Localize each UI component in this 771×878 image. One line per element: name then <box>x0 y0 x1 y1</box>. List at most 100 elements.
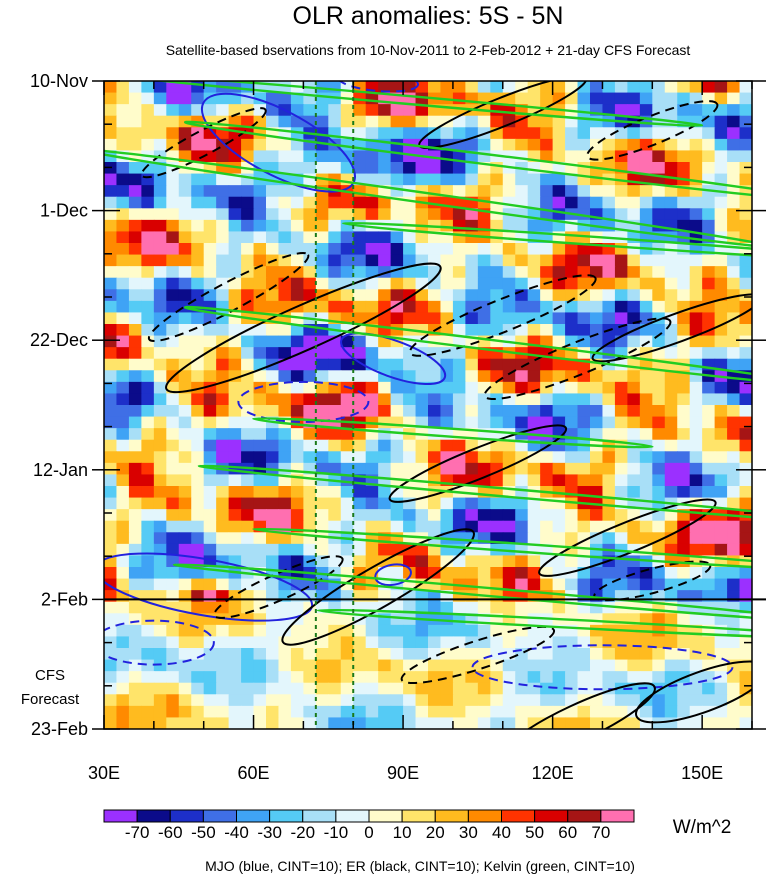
field-cell <box>714 266 728 279</box>
field-cell <box>602 659 616 672</box>
field-cell <box>565 312 579 325</box>
field-cell <box>241 543 255 557</box>
field-cell <box>677 347 691 360</box>
field-cell <box>602 567 616 580</box>
field-cell <box>315 671 329 684</box>
field-cell <box>502 138 516 152</box>
field-cell <box>166 289 180 302</box>
field-cell <box>465 717 479 729</box>
field-cell <box>739 543 752 557</box>
field-cell <box>527 474 541 487</box>
field-cell <box>104 474 118 487</box>
field-cell <box>403 104 417 117</box>
field-cell <box>664 567 678 580</box>
chart-subtitle: Satellite-based bservations from 10-Nov-… <box>166 42 691 58</box>
field-cell <box>527 532 541 545</box>
field-cell <box>477 451 491 464</box>
field-cell <box>116 567 130 580</box>
field-cell <box>390 358 404 371</box>
field-cell <box>390 682 404 695</box>
field-cell <box>552 694 566 707</box>
field-cell <box>216 659 230 672</box>
field-cell <box>465 497 479 510</box>
field-cell <box>415 300 429 314</box>
field-cell <box>365 162 379 175</box>
field-cell <box>241 219 255 233</box>
field-cell <box>465 705 479 719</box>
field-cell <box>290 578 304 591</box>
field-cell <box>452 115 466 128</box>
field-cell <box>477 138 491 152</box>
field-cell <box>141 613 155 626</box>
field-cell <box>614 370 628 383</box>
field-cell <box>166 358 180 371</box>
field-cell <box>166 694 180 707</box>
field-cell <box>153 104 167 117</box>
field-cell <box>689 289 703 302</box>
field-cell <box>428 173 442 186</box>
field-cell <box>540 532 554 545</box>
field-cell <box>340 335 354 348</box>
field-cell <box>315 624 329 638</box>
field-cell <box>702 567 716 580</box>
field-cell <box>378 659 392 672</box>
field-cell <box>727 347 741 360</box>
field-cell <box>727 590 741 603</box>
field-cell <box>428 624 442 638</box>
field-cell <box>664 358 678 371</box>
field-cell <box>303 671 317 684</box>
field-cell <box>477 416 491 429</box>
kelvin-contour <box>316 608 752 640</box>
field-cell <box>664 381 678 395</box>
field-cell <box>353 717 367 729</box>
field-cell <box>353 590 367 603</box>
field-cell <box>228 312 242 325</box>
field-cell <box>203 324 217 337</box>
field-cell <box>714 520 728 533</box>
field-cell <box>303 405 317 418</box>
field-cell <box>677 208 691 221</box>
field-cell <box>278 682 292 695</box>
field-cell <box>664 428 678 441</box>
field-cell <box>652 439 666 452</box>
field-cell <box>203 300 217 314</box>
field-cell <box>216 347 230 360</box>
er-contour <box>586 100 719 161</box>
field-cell <box>452 254 466 267</box>
field-cell <box>552 405 566 418</box>
field-cell <box>116 497 130 510</box>
field-cell <box>166 613 180 626</box>
field-cell <box>403 717 417 729</box>
y-tick-label: 1-Dec <box>40 201 88 221</box>
field-cell <box>639 648 653 661</box>
field-cell <box>128 405 142 418</box>
field-cell <box>714 532 728 545</box>
field-cell <box>415 127 429 140</box>
field-cell <box>714 347 728 360</box>
field-cell <box>552 590 566 603</box>
field-cell <box>191 150 205 163</box>
field-cell <box>353 104 367 117</box>
field-cell <box>378 393 392 406</box>
field-cell <box>166 682 180 695</box>
field-cell <box>365 231 379 244</box>
field-cell <box>290 381 304 395</box>
field-cell <box>116 393 130 406</box>
field-cell <box>527 567 541 580</box>
field-cell <box>216 231 230 244</box>
field-cell <box>702 162 716 175</box>
field-cell <box>577 381 591 395</box>
field-cell <box>490 300 504 314</box>
field-cell <box>340 555 354 568</box>
field-cell <box>178 405 192 418</box>
field-cell <box>565 277 579 290</box>
field-cell <box>278 185 292 198</box>
field-cell <box>502 266 516 279</box>
kelvin-contour <box>252 527 752 573</box>
field-cell <box>278 509 292 522</box>
field-cell <box>652 428 666 441</box>
field-cell <box>490 694 504 707</box>
field-cell <box>614 717 628 729</box>
field-cell <box>590 289 604 302</box>
field-cell <box>266 138 280 152</box>
